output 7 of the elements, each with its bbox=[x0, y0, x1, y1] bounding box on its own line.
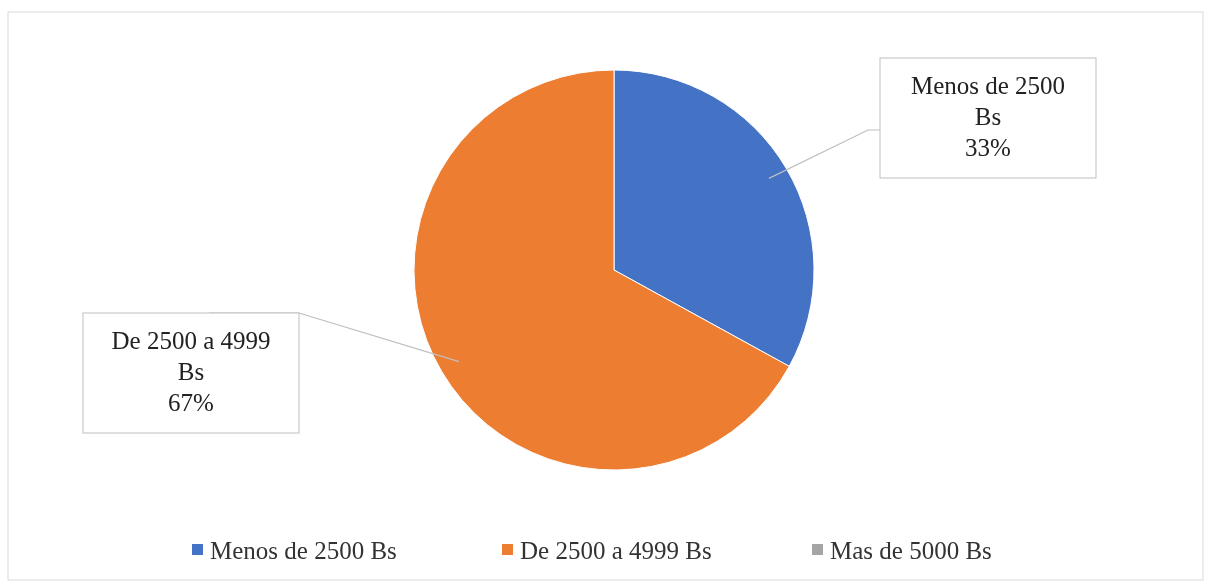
slice-label: De 2500 a 4999 Bs bbox=[111, 327, 271, 385]
data-label: 67% bbox=[168, 389, 214, 416]
slice-label: Menos de 2500 Bs bbox=[910, 72, 1066, 130]
legend-label: Mas de 5000 Bs bbox=[830, 537, 992, 564]
legend-label: Menos de 2500 Bs bbox=[210, 537, 397, 564]
data-label: 33% bbox=[965, 134, 1011, 161]
legend-label: De 2500 a 4999 Bs bbox=[520, 537, 712, 564]
